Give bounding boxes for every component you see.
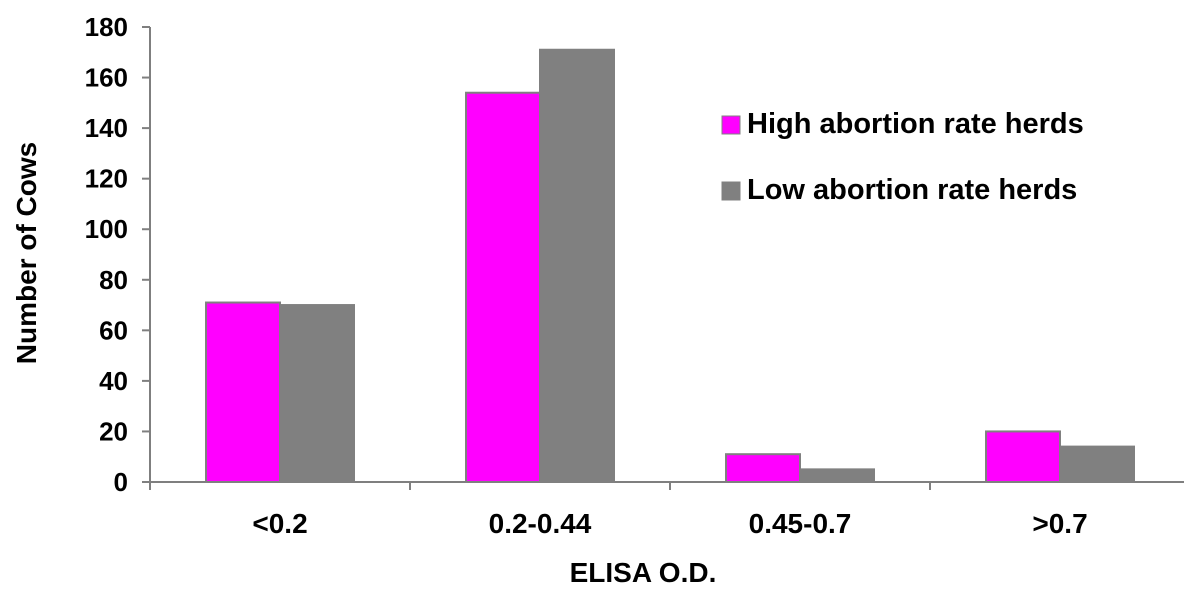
x-category-label: >0.7 (1032, 508, 1087, 539)
x-axis-ticks: <0.2 0.2-0.44 0.45-0.7 >0.7 (149, 482, 1088, 539)
x-category-label: <0.2 (252, 508, 307, 539)
y-tick-label: 100 (85, 214, 128, 244)
bar-high-abortion (465, 91, 541, 483)
bar-low-abortion (799, 468, 875, 484)
y-tick-label: 160 (85, 63, 128, 93)
legend: High abortion rate herds Low abortion rat… (721, 108, 1084, 206)
legend-swatch (721, 115, 741, 135)
y-tick-label: 140 (85, 113, 128, 143)
legend-label: High abortion rate herds (747, 108, 1084, 140)
y-tick-label: 120 (85, 164, 128, 194)
bar-low-abortion (1059, 445, 1135, 484)
y-axis-title: Number of Cows (11, 142, 42, 364)
y-tick-label: 0 (114, 467, 128, 497)
bar-high-abortion (985, 430, 1061, 484)
y-tick-label: 180 (85, 12, 128, 42)
legend-swatch (721, 181, 741, 201)
x-category-label: 0.2-0.44 (489, 508, 592, 539)
x-category-label: 0.45-0.7 (749, 508, 852, 539)
legend-label: Low abortion rate herds (747, 174, 1077, 206)
y-tick-label: 60 (99, 315, 128, 345)
bar-high-abortion (725, 453, 801, 484)
y-tick-label: 20 (99, 416, 128, 446)
bar-high-abortion (205, 301, 281, 483)
bar-low-abortion (539, 48, 615, 483)
bars (205, 48, 1135, 484)
plot-area: 0 20 40 60 80 100 120 140 160 180 <0.2 0.2-0.44 0.4… (85, 12, 1184, 539)
y-axis-ticks: 0 20 40 60 80 100 120 140 160 180 (85, 12, 150, 497)
bar-low-abortion (279, 304, 355, 483)
y-tick-label: 40 (99, 366, 128, 396)
y-tick-label: 80 (99, 265, 128, 295)
x-axis-title: ELISA O.D. (570, 557, 717, 588)
